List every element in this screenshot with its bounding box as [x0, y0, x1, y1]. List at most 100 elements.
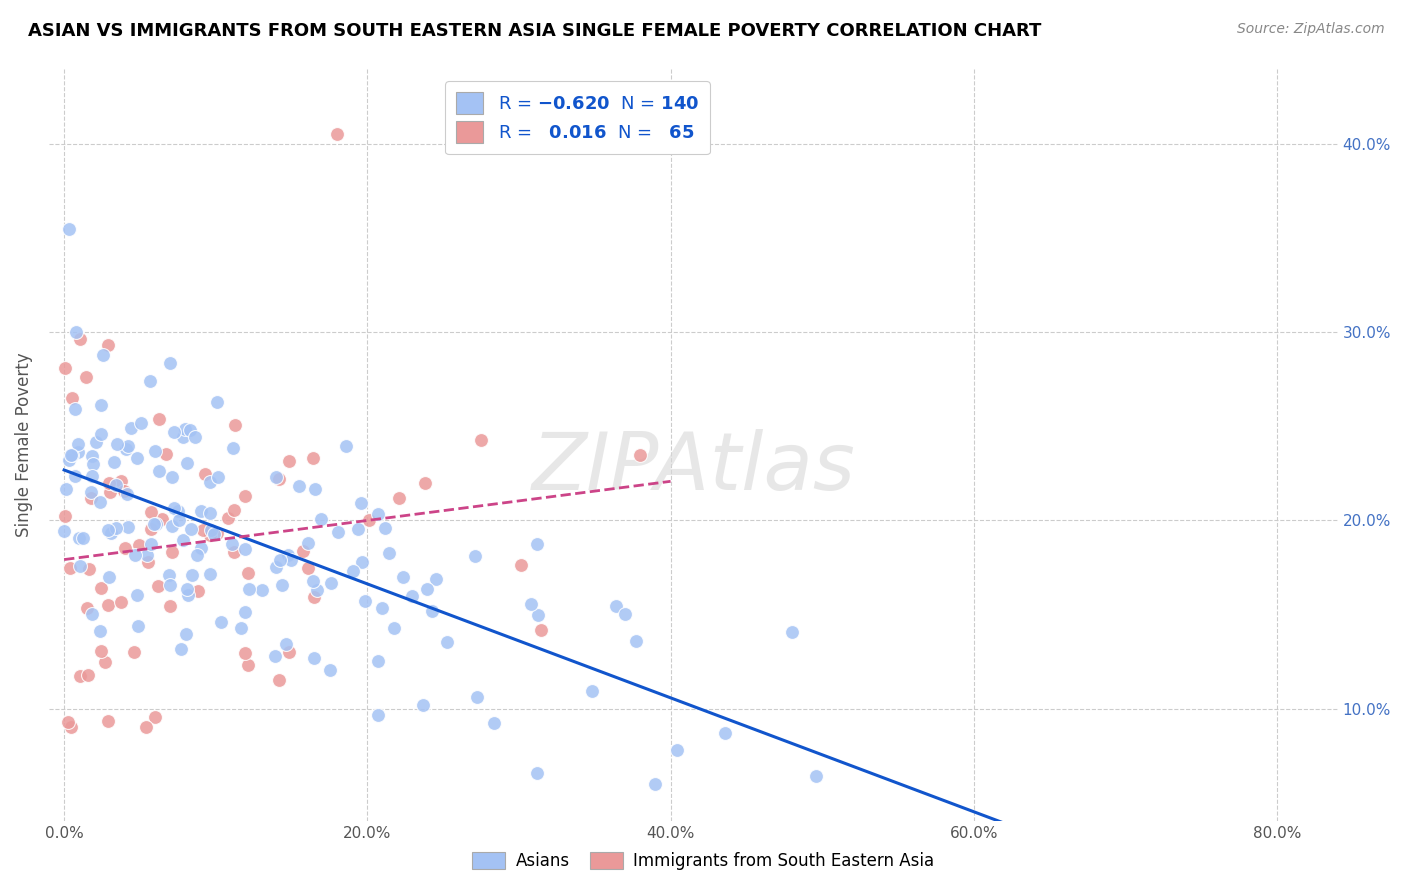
Point: [141, 537, 163, 551]
Point: [416, 582, 439, 596]
Point: [484, 715, 506, 730]
Point: [292, 544, 315, 558]
Point: [309, 512, 332, 526]
Point: [163, 425, 186, 439]
Point: [420, 604, 443, 618]
Point: [93, 348, 115, 362]
Point: [202, 527, 225, 541]
Point: [605, 599, 627, 613]
Point: [90, 426, 112, 441]
Point: [190, 541, 212, 555]
Point: [179, 423, 201, 437]
Point: [413, 476, 436, 491]
Legend: R = $\mathbf{-0.620}$  N = $\mathbf{140}$, R = $\mathbf{\ \ 0.016}$  N = $\mathb: R = $\mathbf{-0.620}$ N = $\mathbf{140}$…: [446, 81, 710, 154]
Point: [112, 484, 135, 499]
Point: [302, 450, 325, 465]
Point: [97, 598, 120, 612]
Point: [297, 536, 319, 550]
Point: [205, 526, 228, 541]
Point: [436, 634, 458, 648]
Point: [67, 531, 90, 545]
Point: [159, 356, 181, 370]
Point: [780, 624, 803, 639]
Point: [117, 486, 139, 500]
Point: [278, 644, 301, 658]
Point: [59, 449, 82, 463]
Point: [274, 637, 297, 651]
Point: [160, 544, 183, 558]
Point: [53, 361, 76, 376]
Point: [145, 517, 167, 532]
Point: [713, 726, 735, 740]
Point: [527, 608, 550, 623]
Point: [82, 469, 104, 483]
Point: [264, 560, 287, 574]
Point: [233, 605, 256, 619]
Point: [139, 374, 162, 388]
Point: [198, 475, 221, 489]
Point: [180, 522, 202, 536]
Point: [53, 524, 76, 538]
Point: [177, 588, 200, 602]
Point: [425, 572, 447, 586]
Legend: Asians, Immigrants from South Eastern Asia: Asians, Immigrants from South Eastern As…: [465, 845, 941, 877]
Point: [628, 448, 651, 462]
Point: [160, 519, 183, 533]
Point: [367, 654, 389, 668]
Point: [96, 523, 118, 537]
Point: [238, 658, 260, 673]
Point: [148, 464, 170, 478]
Point: [319, 664, 342, 678]
Point: [117, 439, 139, 453]
Point: [89, 624, 111, 638]
Point: [77, 562, 100, 576]
Point: [198, 506, 221, 520]
Point: [90, 643, 112, 657]
Point: [67, 437, 90, 451]
Point: [353, 593, 375, 607]
Point: [367, 507, 389, 521]
Point: [269, 553, 291, 567]
Point: [80, 491, 103, 505]
Point: [233, 541, 256, 556]
Point: [72, 531, 94, 545]
Point: [194, 467, 217, 481]
Point: [174, 422, 197, 436]
Point: [200, 566, 222, 581]
Point: [69, 559, 91, 574]
Point: [384, 621, 406, 635]
Point: [200, 528, 222, 542]
Point: [136, 556, 159, 570]
Point: [347, 522, 370, 536]
Point: [229, 621, 252, 635]
Point: [530, 623, 553, 637]
Point: [58, 453, 80, 467]
Point: [176, 582, 198, 596]
Point: [224, 503, 246, 517]
Point: [388, 491, 411, 506]
Point: [806, 769, 828, 783]
Point: [69, 332, 91, 346]
Point: [76, 601, 98, 615]
Point: [120, 421, 142, 435]
Point: [82, 450, 104, 464]
Point: [297, 561, 319, 575]
Point: [103, 455, 125, 469]
Point: [221, 537, 243, 551]
Point: [233, 489, 256, 503]
Point: [174, 627, 197, 641]
Point: [77, 667, 100, 681]
Point: [159, 578, 181, 592]
Point: [510, 558, 533, 572]
Point: [128, 538, 150, 552]
Point: [392, 569, 415, 583]
Point: [65, 325, 87, 339]
Point: [75, 370, 97, 384]
Text: ZIPAtlas: ZIPAtlas: [531, 428, 855, 507]
Point: [224, 417, 246, 432]
Point: [163, 501, 186, 516]
Point: [53, 509, 76, 524]
Point: [304, 590, 326, 604]
Point: [264, 470, 287, 484]
Point: [367, 708, 389, 723]
